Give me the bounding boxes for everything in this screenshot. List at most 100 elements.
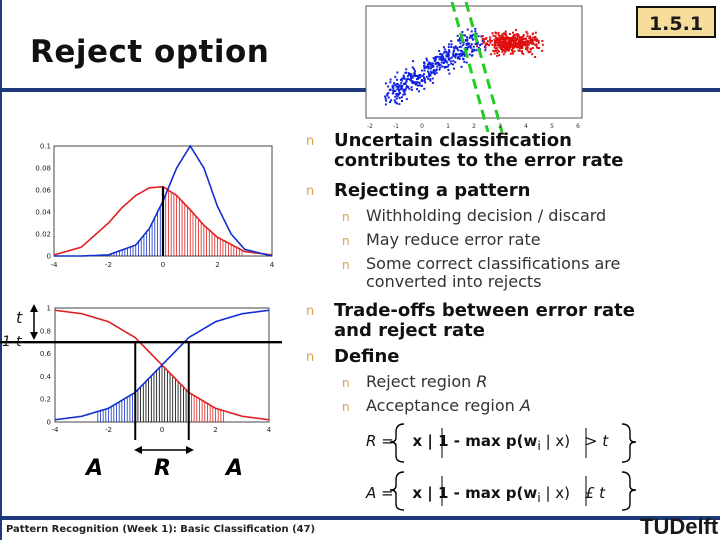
scatter-point-red: [483, 40, 485, 43]
scatter-point-blue: [421, 69, 424, 72]
t-arrow-head-down: [30, 332, 38, 340]
scatter-point-blue: [466, 48, 469, 51]
region-a-right-label: A: [226, 456, 244, 481]
scatter-point-blue: [443, 51, 446, 54]
scatter-point-blue: [410, 73, 413, 76]
scatter-point-blue: [398, 96, 401, 99]
scatter-point-red: [512, 31, 514, 34]
posterior-chart: -4 -2 0 2 4 0 0.2 0.4 0.6 0.8 1: [0, 304, 282, 440]
scatter-point-red: [499, 35, 502, 38]
scatter-point-blue: [440, 61, 443, 64]
footer-rule: [0, 516, 720, 520]
scatter-point-red: [513, 46, 516, 49]
density-y-tick: 0.08: [35, 165, 51, 173]
scatter-point-red: [491, 43, 494, 46]
decision-boundary-left: [450, 2, 490, 132]
scatter-point-red: [493, 42, 496, 45]
scatter-point-blue: [428, 75, 431, 78]
scatter-point-red: [537, 46, 540, 49]
scatter-point-red: [525, 46, 528, 49]
scatter-point-blue: [407, 78, 409, 81]
scatter-point-blue: [455, 52, 457, 55]
sub-bullet-acceptance-region: Acceptance region A: [366, 396, 531, 415]
scatter-point-blue: [481, 39, 484, 42]
scatter-point-red: [527, 40, 530, 43]
scatter-point-blue: [440, 56, 443, 58]
scatter-point-blue: [396, 71, 399, 74]
scatter-point-red: [495, 49, 497, 52]
scatter-point-red: [506, 44, 509, 47]
scatter-point-blue: [395, 93, 398, 95]
scatter-x-tick: 1: [446, 123, 450, 130]
scatter-point-blue: [392, 90, 395, 93]
sub-bullet-converted: Some correct classifications are converte…: [366, 254, 621, 291]
sub-bullet-reject-region: Reject region R: [366, 372, 488, 391]
scatter-point-red: [501, 46, 504, 49]
scatter-point-red: [522, 35, 524, 38]
scatter-point-red: [515, 46, 518, 49]
scatter-point-blue: [460, 54, 463, 57]
scatter-point-red: [494, 47, 497, 50]
scatter-point-red: [520, 36, 523, 39]
scatter-point-blue: [447, 54, 450, 56]
sub-bullet-marker: n: [342, 400, 350, 414]
scatter-point-blue: [415, 75, 418, 77]
scatter-point-red: [491, 32, 494, 35]
scatter-point-red: [522, 41, 524, 43]
scatter-point-blue: [392, 91, 395, 94]
posterior-x-tick: -4: [52, 426, 60, 434]
scatter-point-red: [520, 43, 523, 46]
scatter-point-blue: [465, 61, 468, 64]
scatter-point-red: [506, 49, 509, 52]
scatter-point-blue: [438, 62, 440, 65]
scatter-point-blue: [393, 82, 396, 85]
scatter-point-blue: [475, 42, 478, 45]
density-y-tick: 0.04: [35, 209, 51, 217]
scatter-point-blue: [437, 64, 440, 67]
scatter-point-blue: [466, 28, 469, 31]
scatter-point-blue: [394, 101, 397, 103]
scatter-point-blue: [431, 66, 434, 68]
scatter-point-blue: [477, 46, 480, 49]
scatter-point-blue: [403, 76, 405, 78]
scatter-point-blue: [396, 83, 399, 85]
posterior-y-tick: 0.8: [40, 327, 51, 335]
scatter-point-red: [496, 47, 499, 50]
scatter-point-blue: [439, 53, 442, 55]
scatter-point-red: [504, 47, 507, 49]
scatter-point-red: [510, 37, 512, 40]
scatter-point-red: [498, 45, 501, 48]
scatter-point-blue: [407, 85, 410, 88]
scatter-point-red: [535, 44, 538, 47]
scatter-point-red: [522, 34, 525, 37]
scatter-point-blue: [459, 49, 462, 52]
scatter-point-blue: [434, 56, 437, 59]
scatter-point-blue: [407, 72, 410, 75]
scatter-point-blue: [427, 63, 430, 66]
scatter-point-red: [489, 36, 492, 39]
density-hatch: [102, 190, 243, 256]
scatter-point-red: [497, 34, 500, 36]
scatter-point-blue: [439, 63, 442, 66]
scatter-point-blue: [431, 81, 434, 84]
density-y-tick: 0.1: [40, 143, 51, 151]
scatter-point-red: [519, 47, 521, 50]
formula-accept: A = x | 1 - max p(wi | x) £ t: [366, 484, 605, 505]
scatter-point-blue: [413, 69, 416, 72]
scatter-point-blue: [457, 49, 460, 52]
scatter-point-blue: [397, 88, 400, 91]
scatter-point-red: [505, 36, 508, 39]
scatter-point-blue: [412, 67, 415, 70]
scatter-point-blue: [432, 64, 435, 67]
scatter-point-blue: [454, 61, 457, 64]
scatter-point-red: [495, 32, 498, 35]
density-red-curve: [53, 185, 273, 256]
scatter-point-blue: [386, 93, 389, 96]
scatter-point-blue: [471, 35, 474, 37]
density-ticks: -4 -2 0 2 4 0 0.02 0.04 0.06 0.08 0.1: [35, 143, 274, 270]
scatter-point-red: [511, 48, 514, 51]
t-label: t: [16, 308, 23, 327]
scatter-point-red: [482, 41, 485, 44]
scatter-point-red: [517, 35, 520, 38]
scatter-point-red: [531, 38, 534, 41]
